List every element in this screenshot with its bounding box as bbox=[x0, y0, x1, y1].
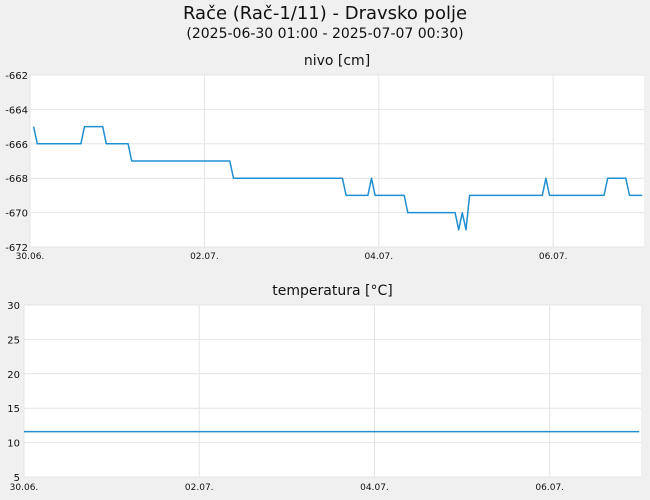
plot-area bbox=[30, 75, 644, 247]
y-tick-label: 20 bbox=[7, 370, 20, 381]
y-tick-label: 25 bbox=[7, 335, 20, 346]
plot-title: nivo [cm] bbox=[304, 53, 370, 69]
y-tick-label: -668 bbox=[5, 174, 28, 185]
y-tick-label: -670 bbox=[5, 209, 28, 220]
chart-1: 30 25 20 15 10 530.06. 02.07. 04.07. 06.07. tempe… bbox=[7, 283, 641, 493]
y-tick-label: 5 bbox=[14, 473, 20, 484]
plot-title: temperatura [°C] bbox=[272, 283, 392, 299]
y-tick-label: -672 bbox=[5, 243, 28, 254]
x-tick-label: 30.06. bbox=[16, 252, 45, 262]
plot-area bbox=[24, 305, 641, 477]
chart-subtitle: (2025-06-30 01:00 - 2025-07-07 00:30) bbox=[186, 26, 464, 42]
y-tick-label: -666 bbox=[5, 140, 28, 151]
y-tick-label: -662 bbox=[5, 71, 28, 82]
x-tick-label: 02.07. bbox=[185, 483, 214, 493]
y-tick-label: -664 bbox=[5, 105, 28, 116]
x-tick-label: 06.07. bbox=[539, 252, 568, 262]
series-line bbox=[32, 125, 643, 231]
x-tick-label: 04.07. bbox=[360, 483, 389, 493]
x-tick-label: 04.07. bbox=[364, 252, 393, 262]
y-tick-label: 10 bbox=[7, 439, 20, 450]
y-tick-label: 30 bbox=[7, 301, 20, 312]
x-tick-label: 06.07. bbox=[535, 483, 564, 493]
x-tick-label: 30.06. bbox=[10, 483, 39, 493]
y-tick-label: 15 bbox=[7, 404, 20, 415]
chart-title: Rače (Rač-1/11) - Dravsko polje bbox=[182, 3, 468, 24]
x-tick-label: 02.07. bbox=[190, 252, 219, 262]
